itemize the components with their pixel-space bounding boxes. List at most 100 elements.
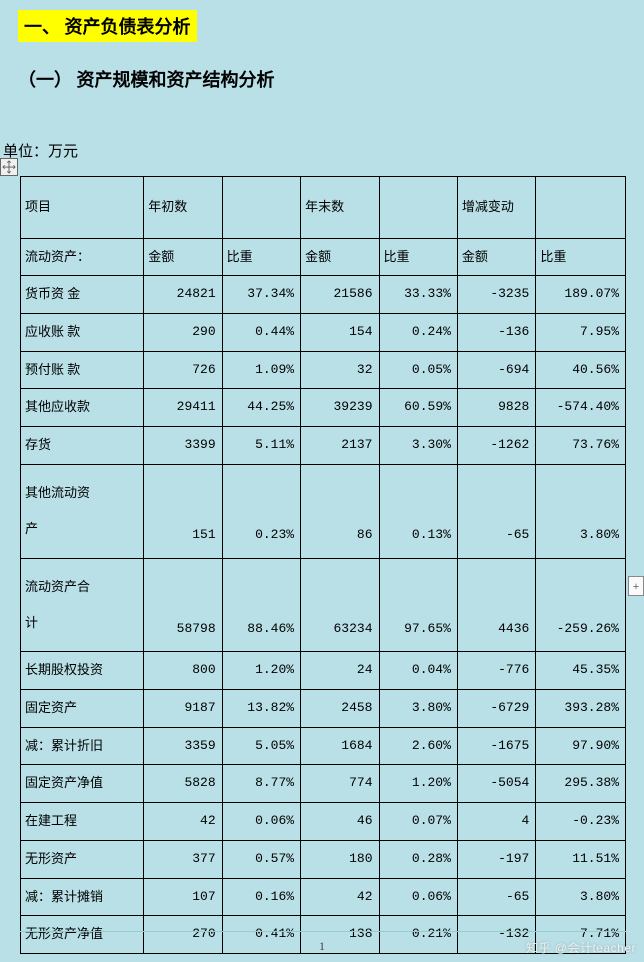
data-cell: 3.80% [536,464,626,558]
data-cell: 3399 [144,427,222,465]
data-cell: 97.65% [379,558,457,652]
data-cell: 4436 [457,558,535,652]
data-cell: 42 [301,878,379,916]
data-cell: 774 [301,765,379,803]
data-cell: 21586 [301,276,379,314]
move-handle-icon[interactable] [0,158,18,176]
data-cell: 0.23% [222,464,300,558]
add-column-icon[interactable]: + [628,576,644,596]
data-cell: 45.35% [536,652,626,690]
data-cell: 189.07% [536,276,626,314]
data-cell: 86 [301,464,379,558]
data-cell: 0.28% [379,840,457,878]
data-cell: -574.40% [536,389,626,427]
data-cell: 58798 [144,558,222,652]
header-cell: 年末数 [301,177,379,239]
subheader-cell: 金额 [301,238,379,276]
header-cell [536,177,626,239]
data-cell: -694 [457,351,535,389]
data-cell: 151 [144,464,222,558]
data-cell: 107 [144,878,222,916]
footer-rule [20,931,626,932]
data-cell: 0.06% [222,803,300,841]
data-cell: 9828 [457,389,535,427]
data-cell: 63234 [301,558,379,652]
data-cell: 0.41% [222,916,300,954]
data-cell: 73.76% [536,427,626,465]
row-label: 货币资 金 [21,276,144,314]
row-label: 减：累计摊销 [21,878,144,916]
subheader-cell: 比重 [222,238,300,276]
data-cell: 46 [301,803,379,841]
data-cell: -6729 [457,690,535,728]
row-label: 预付账 款 [21,351,144,389]
row-label: 固定资产净值 [21,765,144,803]
section-heading-2: （一） 资产规模和资产结构分析 [18,66,275,92]
data-cell: 154 [301,314,379,352]
data-cell: 9187 [144,690,222,728]
data-cell: 393.28% [536,690,626,728]
row-label: 长期股权投资 [21,652,144,690]
data-cell: -1262 [457,427,535,465]
data-cell: -1675 [457,727,535,765]
data-cell: 4 [457,803,535,841]
data-cell: 0.05% [379,351,457,389]
header-cell [222,177,300,239]
data-cell: -776 [457,652,535,690]
data-cell: 44.25% [222,389,300,427]
data-cell: 0.21% [379,916,457,954]
data-cell: -65 [457,878,535,916]
data-cell: 0.16% [222,878,300,916]
data-cell: 40.56% [536,351,626,389]
data-cell: 0.13% [379,464,457,558]
header-cell: 增减变动 [457,177,535,239]
header-cell: 年初数 [144,177,222,239]
data-cell: 180 [301,840,379,878]
data-cell: 39239 [301,389,379,427]
data-cell: -65 [457,464,535,558]
data-cell: 2.60% [379,727,457,765]
balance-sheet-table: 项目年初数年末数增减变动流动资产：金额比重金额比重金额比重货币资 金248213… [20,176,626,954]
data-cell: 138 [301,916,379,954]
data-cell: -0.23% [536,803,626,841]
subheader-cell: 流动资产： [21,238,144,276]
subheader-cell: 比重 [379,238,457,276]
data-cell: 5828 [144,765,222,803]
data-cell: 1.20% [379,765,457,803]
page-number: 1 [319,939,325,954]
data-cell: -197 [457,840,535,878]
data-cell: 270 [144,916,222,954]
data-cell: 726 [144,351,222,389]
section-heading-1: 一、 资产负债表分析 [18,10,197,42]
data-cell: -3235 [457,276,535,314]
data-cell: 97.90% [536,727,626,765]
data-cell: 0.04% [379,652,457,690]
row-label: 无形资产净值 [21,916,144,954]
data-cell: -5054 [457,765,535,803]
data-cell: 0.24% [379,314,457,352]
data-cell: 0.44% [222,314,300,352]
data-cell: 0.07% [379,803,457,841]
data-cell: -259.26% [536,558,626,652]
data-cell: 7.95% [536,314,626,352]
data-cell: 24821 [144,276,222,314]
data-cell: 32 [301,351,379,389]
row-label: 无形资产 [21,840,144,878]
row-label: 流动资产合 计 [21,558,144,652]
data-cell: 3359 [144,727,222,765]
data-cell: 42 [144,803,222,841]
row-label: 应收账 款 [21,314,144,352]
data-cell: 3.30% [379,427,457,465]
data-cell: 0.06% [379,878,457,916]
data-cell: 2458 [301,690,379,728]
data-cell: 11.51% [536,840,626,878]
data-cell: 0.57% [222,840,300,878]
subheader-cell: 金额 [457,238,535,276]
data-cell: 33.33% [379,276,457,314]
row-label: 存货 [21,427,144,465]
data-cell: 24 [301,652,379,690]
data-cell: 1.20% [222,652,300,690]
data-cell: 88.46% [222,558,300,652]
row-label: 其他应收款 [21,389,144,427]
data-cell: 377 [144,840,222,878]
